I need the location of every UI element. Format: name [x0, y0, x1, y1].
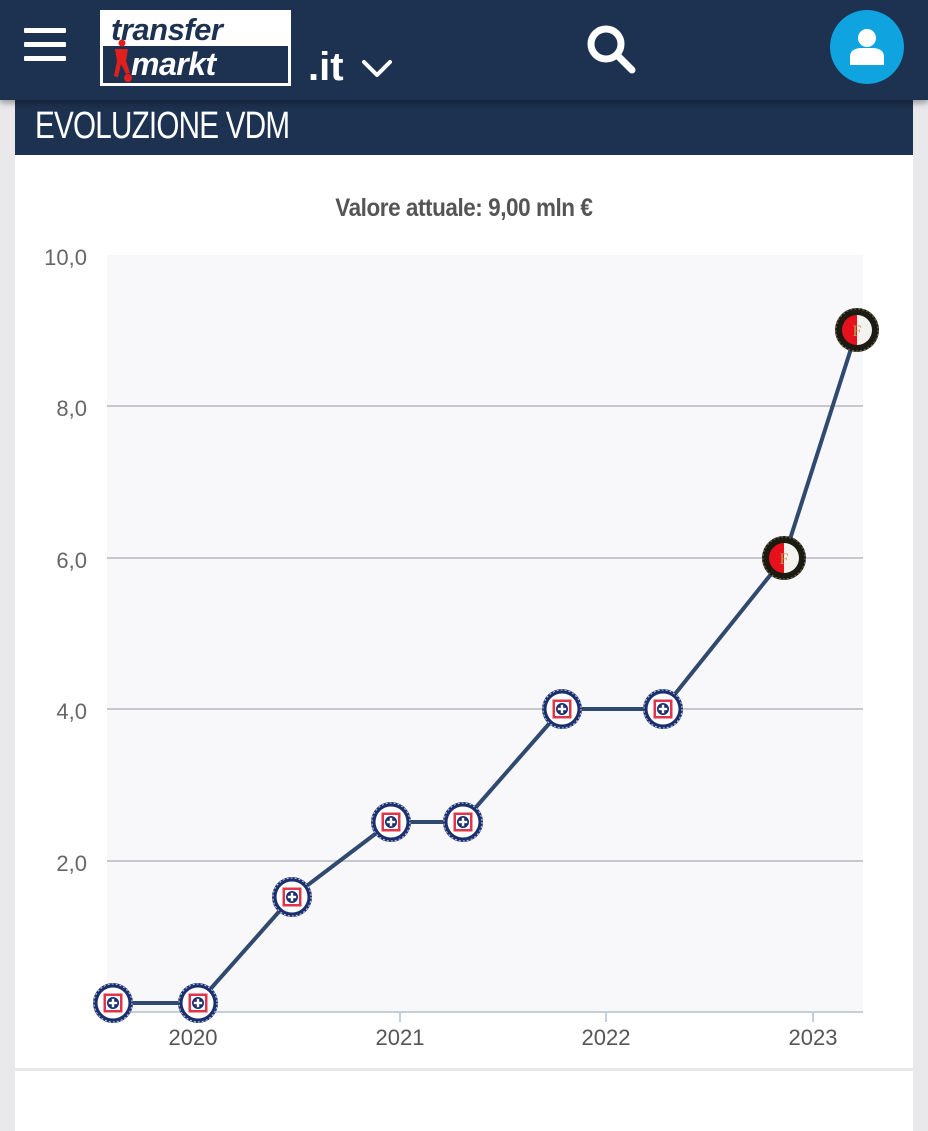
- search-icon: [587, 25, 636, 74]
- user-icon: [850, 29, 884, 65]
- feyenoord-crest-icon[interactable]: [761, 535, 807, 581]
- domain-label: .it: [308, 45, 344, 89]
- hamburger-menu-icon[interactable]: [24, 28, 66, 64]
- y-axis-labels: 10,0 8,0 6,0 4,0 2,0: [44, 245, 87, 876]
- cruz-azul-crest-icon[interactable]: [177, 982, 219, 1024]
- section-title: EVOLUZIONE VDM: [15, 100, 913, 155]
- cruz-azul-crest-icon[interactable]: [271, 876, 313, 918]
- user-account-button[interactable]: [830, 10, 904, 84]
- domain-selector[interactable]: .it: [308, 44, 392, 90]
- x-label-2022: 2022: [582, 1025, 631, 1050]
- x-label-2021: 2021: [376, 1025, 425, 1050]
- search-button[interactable]: [584, 22, 640, 78]
- cruz-azul-crest-icon[interactable]: [541, 688, 583, 730]
- y-label-8: 8,0: [56, 396, 87, 421]
- football-player-icon: [114, 39, 132, 82]
- logo-text-bottom: markt: [131, 46, 216, 82]
- y-label-10: 10,0: [44, 245, 87, 270]
- x-label-2020: 2020: [169, 1025, 218, 1050]
- feyenoord-crest-icon[interactable]: [834, 307, 880, 353]
- chart-title: Valore attuale: 9,00 mln €: [0, 194, 928, 223]
- y-label-4: 4,0: [56, 699, 87, 724]
- y-label-6: 6,0: [56, 548, 87, 573]
- x-axis-labels: 2020 2021 2022 2023: [169, 1025, 838, 1050]
- chart-title-text: Valore attuale: 9,00 mln €: [335, 194, 593, 222]
- cruz-azul-crest-icon[interactable]: [370, 801, 412, 843]
- logo-text-top: transfer: [103, 13, 288, 46]
- chevron-down-icon: [362, 60, 392, 77]
- gridlines: [107, 405, 863, 862]
- x-label-2023: 2023: [789, 1025, 838, 1050]
- transfermarkt-logo[interactable]: transfer markt: [100, 10, 291, 86]
- section-title-text: EVOLUZIONE VDM: [35, 105, 290, 147]
- top-header: transfer markt .it: [0, 0, 928, 100]
- y-label-2: 2,0: [56, 851, 87, 876]
- cruz-azul-crest-icon[interactable]: [642, 688, 684, 730]
- cruz-azul-crest-icon[interactable]: [442, 801, 484, 843]
- plot-area: [107, 255, 863, 1012]
- cruz-azul-crest-icon[interactable]: [92, 982, 134, 1024]
- x-axis-ticks: [192, 1012, 814, 1022]
